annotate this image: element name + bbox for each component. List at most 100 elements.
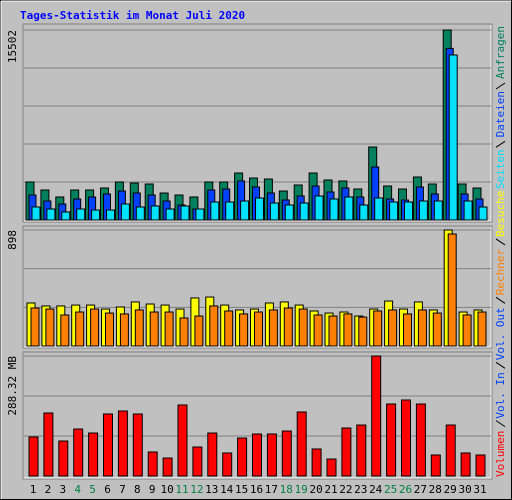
bar bbox=[135, 206, 145, 221]
bar bbox=[326, 458, 337, 477]
legend-entry: Seiten bbox=[494, 149, 507, 189]
legend-separator bbox=[495, 296, 506, 304]
x-tick-label: 2 bbox=[45, 483, 52, 496]
bar bbox=[61, 211, 71, 221]
bar bbox=[344, 196, 354, 221]
bar bbox=[31, 206, 41, 221]
bar bbox=[255, 197, 264, 221]
bar bbox=[296, 411, 307, 477]
x-tick-label: 22 bbox=[339, 483, 352, 496]
x-tick-label: 29 bbox=[444, 483, 457, 496]
bar bbox=[192, 446, 203, 477]
legend-entry: Besuche bbox=[494, 191, 507, 237]
legend-separator bbox=[495, 420, 506, 428]
bar bbox=[28, 436, 39, 477]
bar bbox=[195, 208, 205, 221]
bar bbox=[403, 313, 412, 347]
bar bbox=[281, 430, 292, 477]
bar bbox=[448, 54, 458, 221]
bar bbox=[119, 313, 129, 347]
bar bbox=[90, 308, 100, 347]
bar bbox=[373, 310, 383, 347]
x-tick-label: 7 bbox=[119, 483, 126, 496]
x-tick-label: 19 bbox=[295, 483, 308, 496]
y-tick-label: 898 bbox=[6, 230, 19, 250]
bar bbox=[91, 209, 101, 221]
x-tick-label: 26 bbox=[399, 483, 412, 496]
legend-separator bbox=[495, 140, 506, 148]
bar bbox=[105, 312, 114, 347]
legend-separator bbox=[495, 82, 506, 90]
x-tick-label: 23 bbox=[354, 483, 367, 496]
bar bbox=[313, 314, 323, 347]
bar bbox=[401, 399, 411, 477]
legend-entry: Volumen bbox=[494, 431, 507, 477]
bar bbox=[328, 315, 338, 347]
x-tick-label: 27 bbox=[414, 483, 427, 496]
x-tick-label: 8 bbox=[134, 483, 141, 496]
bar bbox=[417, 309, 427, 347]
legend-entry: Anfragen bbox=[494, 26, 507, 79]
bar bbox=[299, 202, 309, 221]
y-tick-label: 15502 bbox=[6, 30, 19, 63]
x-tick-label: 14 bbox=[220, 483, 234, 496]
bar bbox=[478, 206, 488, 221]
x-tick-label: 15 bbox=[235, 483, 248, 496]
legend-entry: Dateien bbox=[494, 91, 507, 137]
bar bbox=[432, 312, 442, 347]
bar bbox=[475, 454, 486, 477]
x-tick-label: 12 bbox=[190, 483, 203, 496]
chart-title: Tages-Statistik im Monat Juli 2020 bbox=[20, 9, 245, 22]
bar bbox=[374, 197, 384, 221]
x-tick-label: 16 bbox=[250, 483, 263, 496]
bar bbox=[418, 200, 428, 221]
bar bbox=[150, 205, 160, 221]
bar bbox=[239, 313, 249, 347]
x-tick-label: 28 bbox=[429, 483, 442, 496]
bar bbox=[269, 202, 279, 221]
bar bbox=[46, 208, 56, 221]
bar bbox=[343, 313, 353, 347]
bar bbox=[134, 309, 144, 347]
bar bbox=[240, 200, 250, 221]
x-tick-label: 5 bbox=[89, 483, 96, 496]
legend-separator bbox=[495, 238, 506, 246]
bar bbox=[164, 311, 174, 347]
legend-entry: Vol. In bbox=[494, 372, 507, 418]
x-tick-label: 30 bbox=[458, 483, 471, 496]
bar bbox=[404, 201, 413, 221]
bar bbox=[447, 233, 457, 347]
x-tick-label: 9 bbox=[149, 483, 156, 496]
x-tick-label: 1 bbox=[30, 483, 37, 496]
x-tick-label: 17 bbox=[265, 483, 278, 496]
legend-entry: Vol. Out bbox=[494, 307, 507, 360]
bar bbox=[132, 413, 143, 477]
bar bbox=[162, 457, 173, 477]
bar bbox=[386, 403, 397, 477]
bar bbox=[237, 437, 248, 477]
bar bbox=[359, 204, 369, 221]
bar bbox=[311, 448, 322, 477]
bar bbox=[329, 198, 339, 221]
bar bbox=[209, 305, 219, 347]
x-tick-label: 24 bbox=[369, 483, 383, 496]
bar bbox=[389, 201, 399, 221]
bar bbox=[371, 355, 382, 477]
bar bbox=[120, 203, 130, 221]
bar bbox=[268, 309, 278, 347]
bar bbox=[283, 307, 293, 347]
bar bbox=[194, 315, 204, 347]
x-tick-label: 11 bbox=[175, 483, 188, 496]
bar bbox=[284, 204, 294, 221]
bar bbox=[430, 454, 441, 477]
bar bbox=[225, 201, 235, 221]
bar bbox=[43, 412, 54, 477]
bar bbox=[30, 307, 40, 347]
bar bbox=[341, 427, 352, 477]
bar bbox=[147, 451, 158, 477]
bar bbox=[477, 311, 487, 347]
bar bbox=[180, 205, 190, 221]
x-tick-label: 25 bbox=[384, 483, 397, 496]
x-tick-label: 13 bbox=[205, 483, 218, 496]
